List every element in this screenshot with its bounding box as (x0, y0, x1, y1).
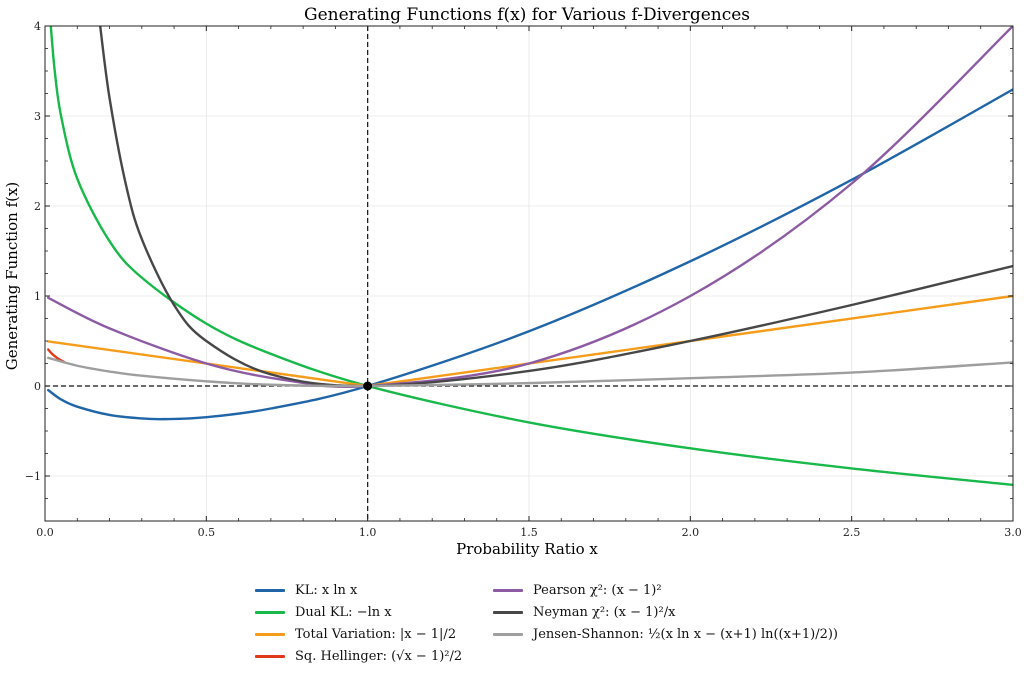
marked-point-group (363, 381, 373, 391)
x-tick-label: 0.5 (198, 526, 216, 539)
x-tick-label: 1.0 (359, 526, 377, 539)
legend-label: Pearson χ²: (x − 1)² (533, 582, 662, 598)
legend-item: Total Variation: |x − 1|/2 (255, 624, 456, 644)
legend-item: Jensen-Shannon: ½(x ln x − (x+1) ln((x+1… (493, 624, 838, 644)
legend-swatch (493, 588, 523, 592)
legend-item: KL: x ln x (255, 580, 357, 600)
x-tick-label: 1.5 (520, 526, 538, 539)
legend-label: Total Variation: |x − 1|/2 (295, 626, 457, 642)
marked-point (363, 381, 373, 391)
legend-item: Sq. Hellinger: (√x − 1)²/2 (255, 646, 462, 666)
legend-swatch (493, 632, 523, 636)
y-tick-label: 4 (34, 20, 41, 33)
x-tick-label: 0.0 (36, 526, 54, 539)
series-lines (47, 26, 1013, 487)
legend-label: Dual KL: −ln x (295, 604, 392, 620)
x-tick-label: 3.0 (1004, 526, 1022, 539)
legend-swatch (255, 610, 285, 614)
legend-swatch (493, 610, 523, 614)
y-tick-label: −1 (25, 470, 41, 483)
x-tick-label: 2.5 (843, 526, 861, 539)
legend-label: Neyman χ²: (x − 1)²/x (533, 604, 676, 620)
series-line-pearson (47, 26, 1013, 389)
x-axis-label: Probability Ratio x (456, 540, 598, 558)
legend-swatch (255, 588, 285, 592)
chart-title: Generating Functions f(x) for Various f-… (304, 5, 750, 25)
y-tick-label: 2 (34, 200, 41, 213)
y-axis-label: Generating Function f(x) (3, 182, 21, 371)
legend-swatch (255, 632, 285, 636)
reference-lines (45, 26, 1013, 521)
series-line-dual-kl (49, 26, 1013, 487)
legend-label: Jensen-Shannon: ½(x ln x − (x+1) ln((x+1… (533, 626, 838, 642)
y-tick-label: 1 (34, 290, 41, 303)
legend-item: Dual KL: −ln x (255, 602, 392, 622)
legend-item: Pearson χ²: (x − 1)² (493, 580, 662, 600)
legend-label: KL: x ln x (295, 582, 358, 598)
legend-label: Sq. Hellinger: (√x − 1)²/2 (295, 648, 463, 664)
y-tick-label: 3 (34, 110, 41, 123)
y-tick-label: 0 (34, 380, 41, 393)
legend-item: Neyman χ²: (x − 1)²/x (493, 602, 675, 622)
legend-swatch (255, 654, 285, 658)
axis-ticks: 0.0 0.5 1.0 1.5 2.0 2.5 3.0 −1 0 1 2 3 4 (25, 20, 1022, 539)
series-line-neyman (98, 26, 1013, 388)
series-line-jensen-shannon (47, 356, 1013, 388)
series-line-kl (47, 88, 1013, 421)
gridlines (44, 25, 1014, 521)
legend: KL: x ln x Dual KL: −ln x Total Variation:… (255, 580, 855, 668)
x-tick-label: 2.0 (682, 526, 700, 539)
